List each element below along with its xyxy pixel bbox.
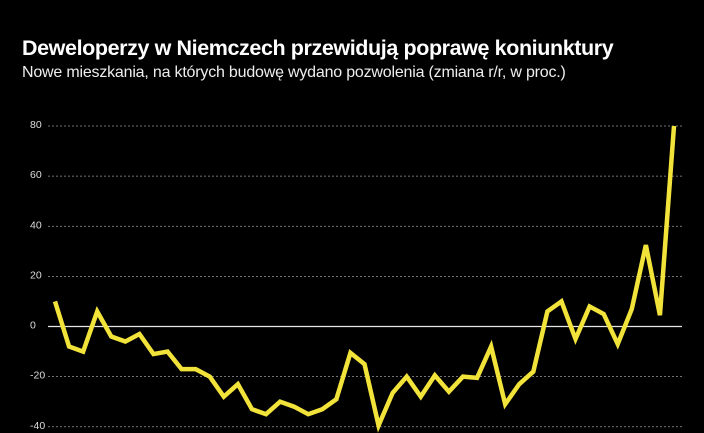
y-tick-label: -20 — [30, 370, 45, 382]
y-tick-label: 40 — [30, 219, 42, 231]
chart-title: Deweloperzy w Niemczech przewidują popra… — [22, 36, 614, 60]
y-tick-label: 0 — [30, 320, 36, 332]
chart-subtitle: Nowe mieszkania, na których budowę wydan… — [22, 64, 566, 81]
y-tick-label: 60 — [30, 169, 42, 181]
y-tick-label: 80 — [30, 119, 42, 131]
series-line — [52, 125, 677, 433]
y-tick-label: -40 — [30, 420, 45, 432]
y-tick-label: 20 — [30, 269, 42, 281]
